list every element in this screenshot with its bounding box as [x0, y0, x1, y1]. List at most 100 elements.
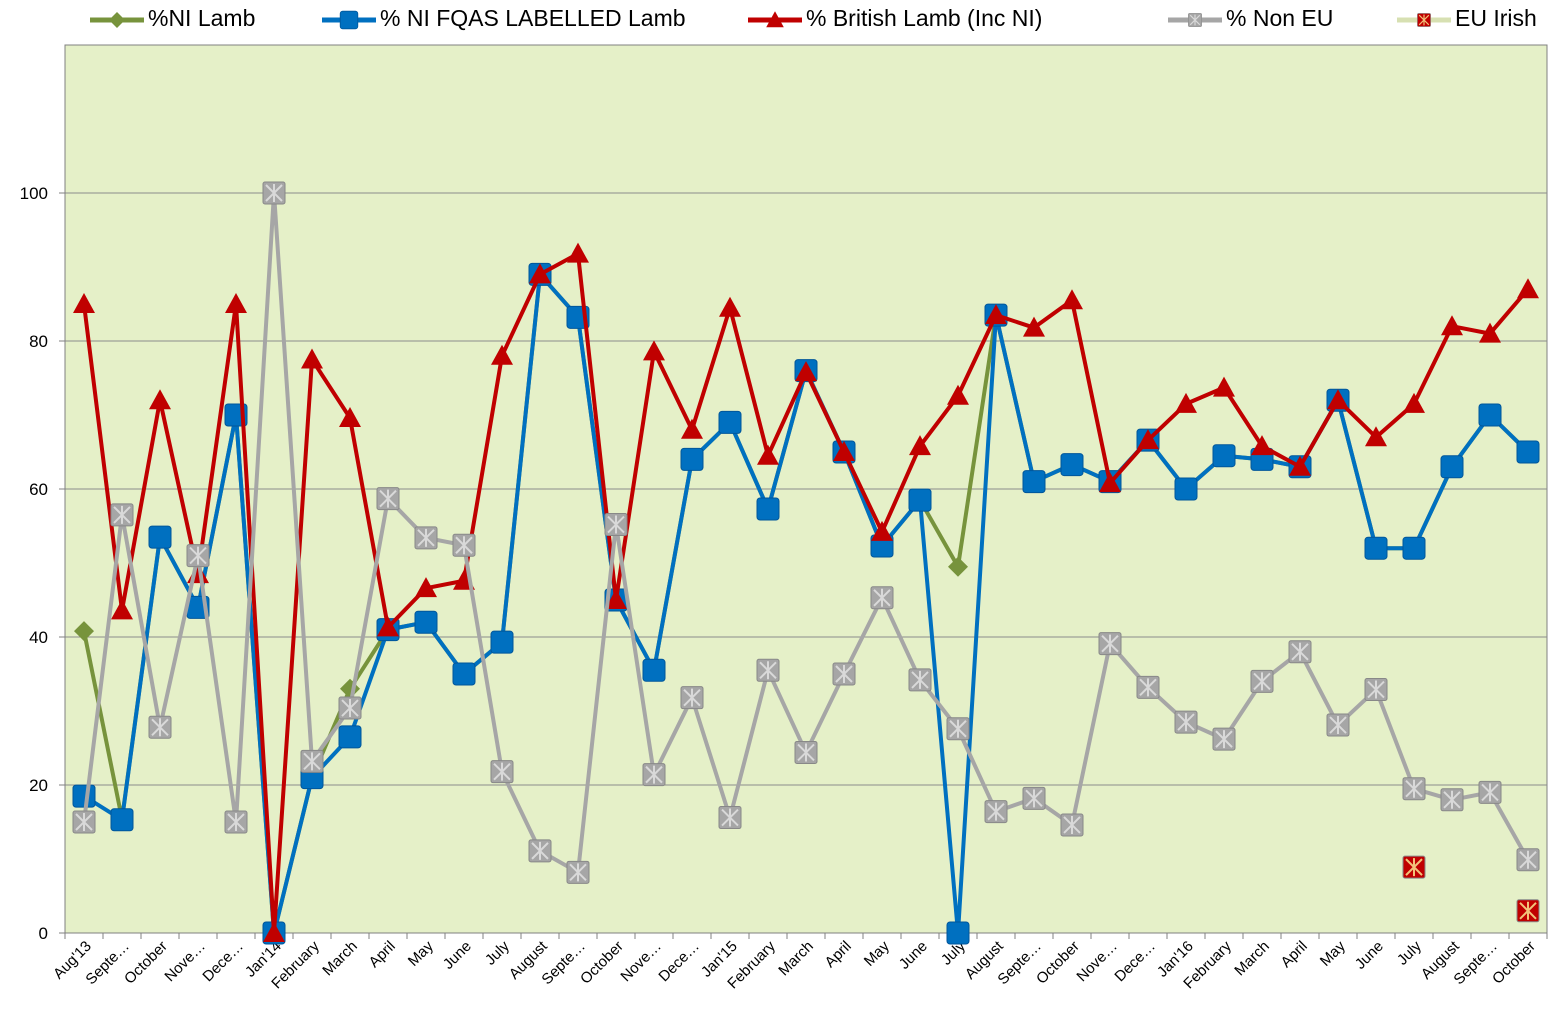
data-point [1478, 403, 1502, 427]
data-point [1364, 536, 1388, 560]
data-point [1288, 640, 1312, 664]
data-point [1212, 727, 1236, 751]
data-point [110, 808, 134, 832]
marker-cross [379, 489, 397, 508]
marker [1517, 278, 1539, 299]
marker [1403, 392, 1425, 413]
x-tick-label: April [822, 938, 855, 971]
data-point [1212, 444, 1236, 468]
data-point [262, 181, 286, 205]
data-point [376, 487, 400, 511]
x-tick-label: Nove… [1073, 938, 1120, 985]
data-point [1403, 392, 1425, 413]
marker [1365, 426, 1387, 447]
marker-cross [607, 515, 625, 534]
data-point [1479, 322, 1501, 343]
data-point [72, 810, 96, 834]
data-point [1098, 632, 1122, 656]
marker [301, 348, 323, 369]
marker [148, 525, 172, 549]
data-point [946, 921, 970, 945]
data-point [529, 263, 551, 284]
data-point [72, 784, 96, 808]
data-point [148, 525, 172, 549]
x-tick-label: Dece… [655, 938, 702, 985]
marker-cross [949, 719, 967, 738]
marker [1174, 477, 1198, 501]
data-point [110, 503, 134, 527]
y-tick-label: 60 [29, 480, 48, 499]
marker [149, 389, 171, 410]
marker-cross [1519, 850, 1537, 869]
data-point [377, 616, 399, 637]
legend-label: %NI Lamb [148, 5, 255, 31]
legend-label: % British Lamb (Inc NI) [806, 5, 1042, 31]
marker [947, 384, 969, 405]
data-point [490, 760, 514, 784]
data-point [681, 418, 703, 439]
data-point [984, 800, 1008, 824]
legend-entry: % British Lamb (Inc NI) [748, 5, 1042, 31]
x-tick-label: July [482, 937, 513, 968]
marker-cross [1063, 815, 1081, 834]
legend-marker [1188, 13, 1202, 27]
x-tick-label: April [366, 938, 399, 971]
marker-cross [797, 743, 815, 762]
data-point [111, 599, 133, 620]
marker [491, 344, 513, 365]
data-point [1440, 455, 1464, 479]
marker [109, 12, 125, 28]
marker [72, 784, 96, 808]
marker-cross [341, 699, 359, 718]
x-tick-label: March [1231, 938, 1272, 979]
data-point [1060, 453, 1084, 477]
data-point [718, 806, 742, 830]
data-point [1023, 316, 1045, 337]
legend-entry: % NI FQAS LABELLED Lamb [322, 5, 686, 31]
marker-cross [1215, 730, 1233, 749]
marker-cross [1025, 789, 1043, 808]
data-point [73, 293, 95, 313]
marker-cross [835, 665, 853, 683]
data-point [795, 361, 817, 382]
y-tick-label: 0 [39, 924, 48, 943]
data-point [1516, 899, 1540, 923]
marker [1479, 322, 1501, 343]
marker-cross [75, 813, 93, 831]
x-tick-label: Nove… [617, 938, 664, 985]
marker-cross [569, 863, 587, 882]
data-point [642, 658, 666, 682]
x-tick-label: June [440, 938, 475, 973]
data-point [301, 348, 323, 369]
data-point [1137, 429, 1159, 450]
data-point [186, 544, 210, 568]
marker [73, 293, 95, 313]
data-point [1402, 855, 1426, 879]
marker [1137, 429, 1159, 450]
data-point [870, 586, 894, 610]
marker-cross [1189, 14, 1201, 26]
marker-cross [417, 528, 435, 547]
data-point [414, 610, 438, 634]
data-point [74, 621, 94, 642]
x-tick-label: Dece… [1111, 938, 1158, 985]
x-tick-label: May [1317, 937, 1349, 969]
data-point [985, 304, 1007, 325]
marker-cross [1481, 783, 1499, 802]
marker [415, 577, 437, 598]
marker [1516, 440, 1540, 464]
legend-label: % Non EU [1226, 5, 1333, 31]
x-tick-label: June [896, 938, 931, 973]
marker [948, 556, 968, 577]
data-point [832, 662, 856, 686]
marker [1212, 444, 1236, 468]
marker [1060, 453, 1084, 477]
data-point [567, 242, 589, 263]
marker-cross [1519, 901, 1537, 920]
marker [1364, 536, 1388, 560]
marker-cross [1291, 642, 1309, 661]
marker [1175, 392, 1197, 413]
marker [1327, 389, 1349, 410]
marker [766, 11, 784, 28]
